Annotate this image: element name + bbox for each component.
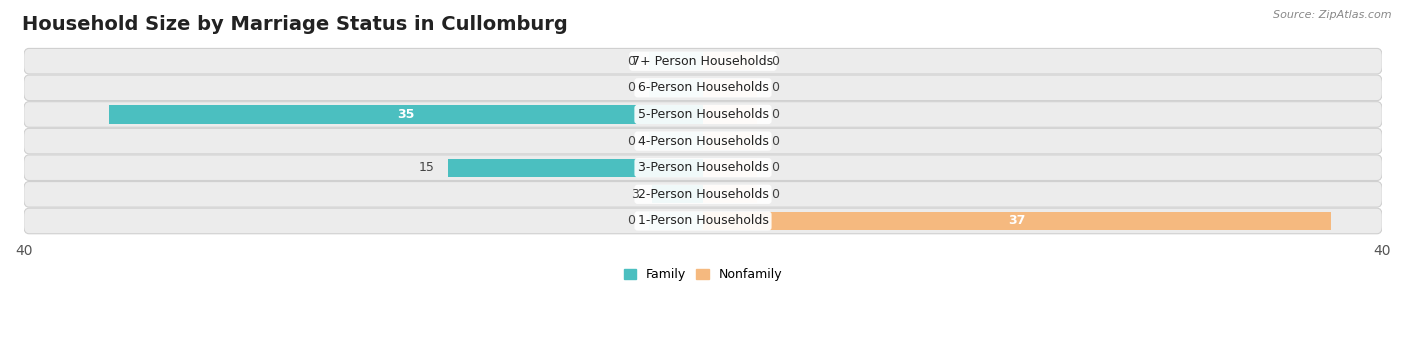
Text: Household Size by Marriage Status in Cullomburg: Household Size by Marriage Status in Cul… bbox=[22, 15, 568, 34]
Bar bbox=[703, 79, 758, 97]
Text: 0: 0 bbox=[770, 55, 779, 68]
Text: 0: 0 bbox=[627, 214, 636, 227]
Text: 2-Person Households: 2-Person Households bbox=[637, 188, 769, 201]
FancyBboxPatch shape bbox=[24, 208, 1382, 234]
FancyBboxPatch shape bbox=[24, 181, 1382, 207]
Bar bbox=[108, 105, 703, 123]
Bar bbox=[652, 185, 703, 203]
Bar bbox=[648, 52, 703, 70]
Text: 15: 15 bbox=[419, 161, 434, 174]
Text: 4-Person Households: 4-Person Households bbox=[637, 135, 769, 148]
Bar bbox=[703, 52, 758, 70]
Text: 5-Person Households: 5-Person Households bbox=[637, 108, 769, 121]
FancyBboxPatch shape bbox=[24, 75, 1382, 101]
Text: 37: 37 bbox=[1008, 214, 1026, 227]
Text: 7+ Person Households: 7+ Person Households bbox=[633, 55, 773, 68]
Bar bbox=[703, 105, 758, 123]
Text: 1-Person Households: 1-Person Households bbox=[637, 214, 769, 227]
Text: 0: 0 bbox=[627, 81, 636, 94]
Text: 35: 35 bbox=[396, 108, 415, 121]
Text: 0: 0 bbox=[627, 135, 636, 148]
Text: 3: 3 bbox=[631, 188, 638, 201]
Bar bbox=[703, 132, 758, 150]
Text: 0: 0 bbox=[770, 161, 779, 174]
FancyBboxPatch shape bbox=[24, 102, 1382, 127]
FancyBboxPatch shape bbox=[24, 48, 1382, 74]
Bar bbox=[648, 212, 703, 230]
FancyBboxPatch shape bbox=[24, 155, 1382, 180]
Text: 0: 0 bbox=[770, 81, 779, 94]
Legend: Family, Nonfamily: Family, Nonfamily bbox=[619, 264, 787, 286]
Bar bbox=[703, 159, 758, 177]
Text: Source: ZipAtlas.com: Source: ZipAtlas.com bbox=[1274, 10, 1392, 20]
Text: 6-Person Households: 6-Person Households bbox=[637, 81, 769, 94]
Bar bbox=[648, 132, 703, 150]
FancyBboxPatch shape bbox=[24, 128, 1382, 154]
Bar bbox=[703, 185, 758, 203]
Text: 0: 0 bbox=[770, 135, 779, 148]
Text: 0: 0 bbox=[627, 55, 636, 68]
Bar bbox=[648, 79, 703, 97]
Bar bbox=[703, 212, 1331, 230]
Text: 0: 0 bbox=[770, 108, 779, 121]
Text: 3-Person Households: 3-Person Households bbox=[637, 161, 769, 174]
Bar bbox=[449, 159, 703, 177]
Text: 0: 0 bbox=[770, 188, 779, 201]
